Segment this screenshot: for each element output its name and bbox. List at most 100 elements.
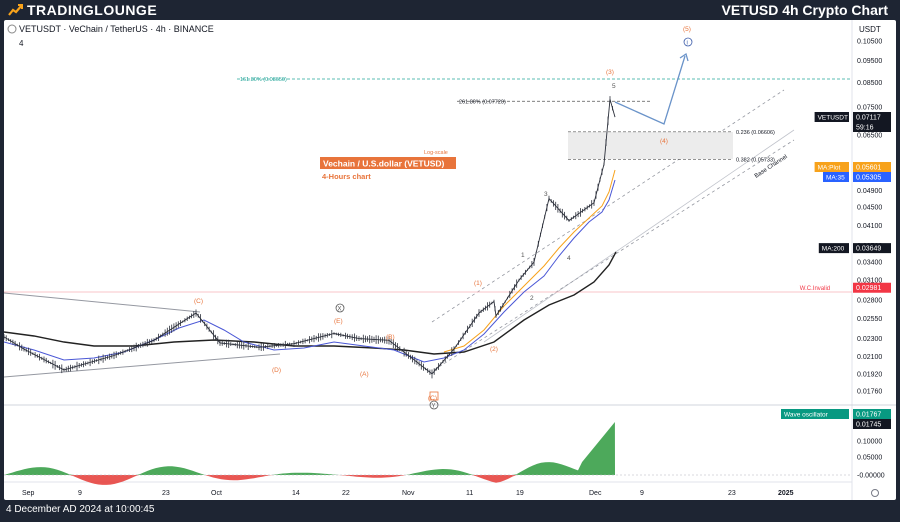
osc-tick-label: -0.00000	[857, 473, 885, 480]
badge-value: 0.07117	[856, 115, 881, 122]
price-tick-label: 0.06500	[857, 132, 882, 139]
price-chart[interactable]: VETUSDT · VeChain / TetherUS · 4h · BINA…	[3, 20, 896, 500]
price-tick-label: 0.10500	[857, 39, 882, 46]
wave-label-y: Y	[432, 404, 436, 410]
badge-label-bg	[823, 172, 849, 182]
candles	[3, 96, 613, 379]
time-tick-label: Dec	[589, 490, 602, 497]
badge-value-bg	[853, 243, 891, 254]
wave-x-circle	[335, 303, 345, 313]
badge-value-bg	[853, 172, 891, 182]
osc-tick-label: 0.10000	[857, 439, 882, 446]
wave-y-box	[429, 391, 439, 401]
wave-label: 5	[612, 83, 616, 90]
time-tick-label: Nov	[402, 490, 415, 497]
wave-label: 4	[567, 255, 571, 262]
projection-path	[614, 55, 686, 125]
badge-sub: 0.01745	[856, 422, 881, 429]
projection-arrowhead	[679, 52, 689, 62]
badge-label: MA:200	[822, 246, 845, 253]
logo: TRADINGLOUNGE	[8, 2, 157, 18]
wave-label: (3)	[606, 69, 614, 76]
ma200-line	[3, 251, 617, 355]
time-tick-label: 9	[640, 490, 644, 497]
badge-value-bg	[853, 282, 891, 293]
badge-label-bg	[814, 112, 849, 122]
badge-label: W.C.Invalid	[800, 286, 830, 292]
wave-label: 2	[530, 295, 534, 302]
price-badges[interactable]: VETUSDT 0.07117 59:16 MA:Plot 0.05601 MA:35 0.…	[781, 112, 891, 429]
osc-negative-area	[4, 475, 615, 485]
wave-label: 1	[521, 252, 525, 259]
chart-title-bg	[320, 157, 456, 169]
price-tick-label: 0.01760	[857, 389, 882, 396]
chart-panel[interactable]: VETUSDT · VeChain / TetherUS · 4h · BINA…	[3, 20, 896, 500]
wave-label: (C)	[194, 298, 203, 305]
osc-positive-area	[4, 422, 615, 475]
logo-icon	[8, 4, 23, 16]
price-axis[interactable]: 0.105000.095000.085000.075000.065000.055…	[857, 39, 882, 396]
wave-label: (5)	[683, 26, 691, 33]
badge-sub-bg	[853, 419, 891, 429]
badge-label: MA:Plot	[818, 165, 841, 172]
triangle-upper-line	[3, 292, 201, 313]
wave-label-x: X	[338, 307, 342, 313]
fib-label: 161.80% (0.08650)	[240, 77, 287, 83]
badge-label-bg	[781, 409, 849, 419]
time-tick-label: 11	[466, 490, 473, 497]
price-tick-label: 0.02800	[857, 298, 882, 305]
wave-label: (D)	[272, 367, 281, 374]
wave-label-i: i	[687, 41, 688, 47]
badge-value: 0.05305	[856, 175, 881, 182]
symbol-icon	[7, 24, 17, 34]
badge-label: VETUSDT	[818, 115, 848, 122]
wave-label: (C)	[428, 395, 437, 402]
time-tick-label: 22	[342, 490, 350, 497]
price-line	[3, 99, 616, 375]
price-tick-label: 0.02100	[857, 354, 882, 361]
channel-lower-line	[433, 139, 795, 371]
badge-value: 0.03649	[856, 246, 881, 253]
wave-i-circle	[683, 37, 693, 47]
page-title: VETUSD 4h Crypto Chart	[721, 2, 888, 18]
badge-label: MA:35	[826, 175, 845, 182]
time-tick-label: Sep	[22, 490, 35, 497]
time-axis[interactable]: Sep 9 23 Oct 14 22 Nov 11 19 Dec 9 23 2025	[22, 490, 794, 497]
time-tick-label: 23	[728, 490, 736, 497]
time-tick-label: Oct	[211, 490, 222, 497]
badge-label-bg	[814, 162, 849, 172]
wave-label: (2)	[490, 346, 498, 353]
badge-value-bg	[853, 112, 891, 122]
badge-value-bg	[853, 162, 891, 172]
price-tick-label: 0.04100	[857, 223, 882, 230]
fib-label: 261.80% (0.07720)	[459, 99, 506, 105]
fib-retracement-zone	[568, 132, 733, 159]
triangle-lower-line	[3, 353, 281, 378]
badge-label-bg	[818, 243, 849, 254]
price-tick-label: 0.04500	[857, 205, 882, 212]
indicator-count[interactable]: 4	[19, 39, 24, 48]
channel-mid-line	[483, 129, 795, 343]
badge-value-bg	[853, 409, 891, 419]
logo-text: TRADINGLOUNGE	[27, 2, 158, 18]
settings-icon[interactable]	[871, 489, 879, 497]
badge-value: 0.01767	[856, 412, 881, 419]
timestamp: 4 December AD 2024 at 10:00:45	[6, 504, 155, 515]
fib-levels: 161.80% (0.08650) 261.80% (0.07720) 0.236 …	[237, 77, 852, 164]
ma35-line	[3, 179, 616, 363]
wave-label: (1)	[474, 280, 482, 287]
currency-label: USDT	[859, 25, 881, 34]
price-tick-label: 0.09500	[857, 58, 882, 65]
wave-oscillator	[4, 422, 852, 485]
wave-label: (A)	[360, 371, 369, 378]
price-tick-label: 0.02300	[857, 336, 882, 343]
osc-tick-label: 0.05000	[857, 455, 882, 462]
wave-label: (B)	[386, 334, 395, 341]
ma-plot-line	[443, 169, 616, 353]
chart-title: Vechain / U.S.dollar (VETUSD)	[323, 159, 445, 169]
price-tick-label: 0.01920	[857, 371, 882, 378]
time-tick-label: 14	[292, 490, 300, 497]
wave-label: 3	[544, 191, 548, 198]
badge-value: 0.05601	[856, 165, 881, 172]
price-tick-label: 0.08500	[857, 80, 882, 87]
